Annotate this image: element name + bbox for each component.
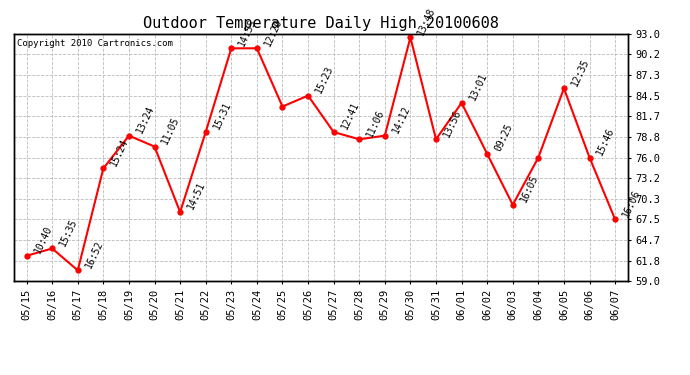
Text: 12:35: 12:35 [569,57,591,88]
Text: 13:48: 13:48 [416,6,437,37]
Text: Copyright 2010 Cartronics.com: Copyright 2010 Cartronics.com [17,39,172,48]
Text: 15:46: 15:46 [595,126,617,157]
Text: 15:31: 15:31 [211,100,233,131]
Text: 15:23: 15:23 [314,64,335,95]
Text: 11:06: 11:06 [365,108,386,138]
Text: 16:52: 16:52 [83,239,105,270]
Text: 16:06: 16:06 [621,188,642,219]
Text: 13:56: 13:56 [442,108,463,138]
Text: 13:01: 13:01 [467,71,489,102]
Text: 14:12: 14:12 [391,104,412,135]
Text: 15:24: 15:24 [109,137,130,168]
Title: Outdoor Temperature Daily High 20100608: Outdoor Temperature Daily High 20100608 [143,16,499,31]
Text: 12:20: 12:20 [262,16,284,48]
Text: 11:05: 11:05 [160,115,181,146]
Text: 15:35: 15:35 [58,217,79,248]
Text: 14:51: 14:51 [186,180,207,212]
Text: 14:55: 14:55 [237,16,258,48]
Text: 10:40: 10:40 [32,224,54,255]
Text: 09:25: 09:25 [493,122,514,153]
Text: 16:05: 16:05 [518,173,540,204]
Text: 13:24: 13:24 [135,104,156,135]
Text: 12:41: 12:41 [339,100,361,131]
